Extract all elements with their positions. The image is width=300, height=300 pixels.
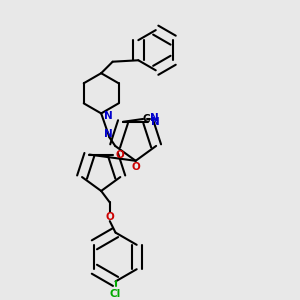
Text: N: N — [151, 117, 160, 127]
Text: N: N — [104, 111, 113, 121]
Text: C: C — [142, 114, 150, 124]
Text: N: N — [150, 112, 158, 122]
Text: Cl: Cl — [110, 289, 121, 298]
Text: O: O — [116, 150, 124, 160]
Text: N: N — [103, 129, 112, 140]
Text: O: O — [105, 212, 114, 222]
Text: O: O — [131, 161, 140, 172]
